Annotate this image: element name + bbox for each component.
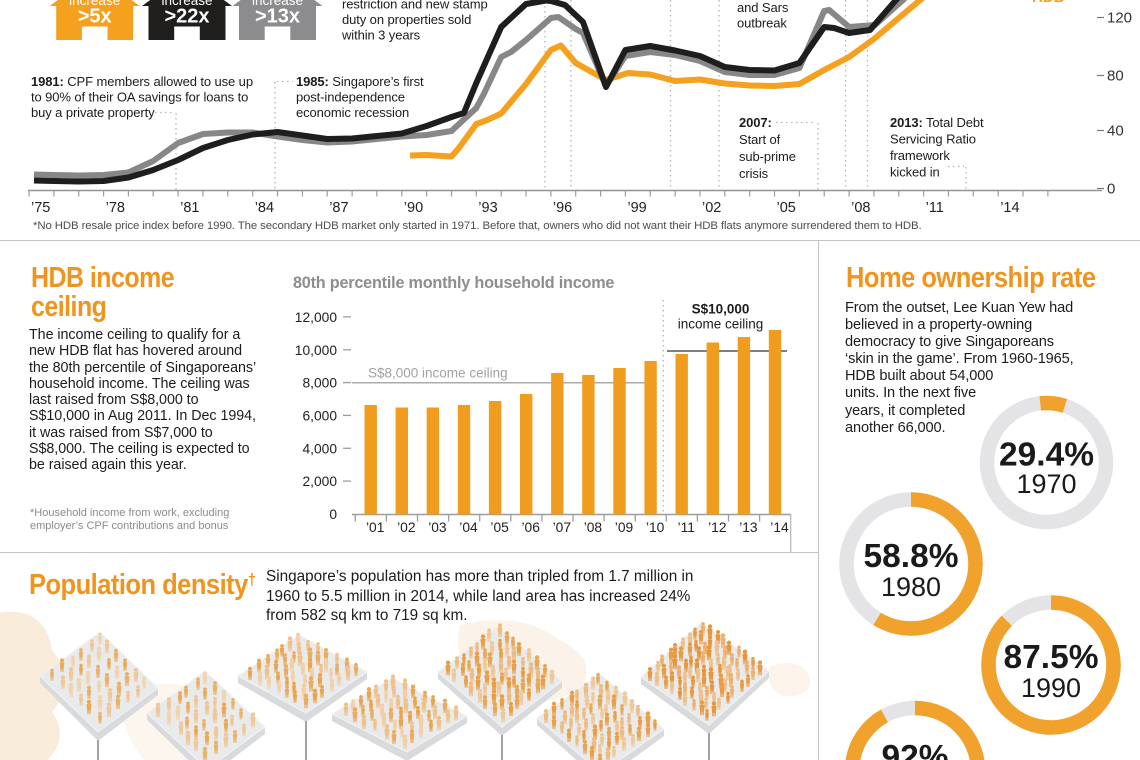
svg-text:’90: ’90 (404, 200, 423, 216)
svg-text:’03: ’03 (428, 520, 447, 535)
svg-text:6,000: 6,000 (302, 408, 337, 423)
svg-text:’87: ’87 (329, 200, 348, 216)
svg-text:29.4%: 29.4% (999, 437, 1094, 474)
svg-text:buy a private property: buy a private property (31, 105, 155, 120)
svg-text:’02: ’02 (702, 200, 721, 216)
svg-text:>22x: >22x (164, 6, 209, 28)
svg-text:’11: ’11 (926, 200, 944, 216)
svg-text:increase: increase (161, 0, 212, 8)
svg-text:’06: ’06 (521, 520, 540, 535)
svg-text:1980: 1980 (881, 572, 941, 602)
svg-text:>5x: >5x (78, 6, 112, 28)
svg-text:restriction and new stamp: restriction and new stamp (342, 0, 488, 12)
svg-text:to 90% of their OA savings for: to 90% of their OA savings for loans to (31, 90, 248, 105)
svg-text:economic recession: economic recession (296, 105, 409, 120)
svg-text:2007:: 2007: (739, 115, 772, 130)
svg-text:’13: ’13 (739, 520, 758, 535)
svg-text:post-independence: post-independence (296, 90, 405, 105)
svg-text:92%: 92% (881, 739, 948, 760)
svg-text:kicked in: kicked in (890, 165, 940, 180)
svg-text:duty on properties sold: duty on properties sold (342, 12, 471, 27)
svg-text:’02: ’02 (397, 520, 415, 535)
svg-text:8,000: 8,000 (302, 376, 337, 391)
svg-text:’05: ’05 (490, 520, 509, 535)
svg-text:’81: ’81 (180, 200, 199, 216)
svg-text:Servicing Ratio: Servicing Ratio (890, 132, 976, 147)
svg-text:’12: ’12 (708, 520, 726, 535)
svg-text:’10: ’10 (646, 520, 665, 535)
svg-text:crisis: crisis (739, 166, 769, 181)
svg-text:40: 40 (1107, 123, 1124, 140)
svg-text:120: 120 (1107, 10, 1132, 27)
svg-text:1981: CPF members allowed to u: 1981: CPF members allowed to use up (31, 74, 253, 89)
svg-text:increase: increase (252, 0, 303, 8)
svg-text:’05: ’05 (777, 200, 796, 216)
svg-text:87.5%: 87.5% (1004, 639, 1099, 676)
svg-text:’78: ’78 (106, 200, 125, 216)
svg-text:’08: ’08 (584, 520, 603, 535)
svg-text:10,000: 10,000 (295, 343, 338, 358)
svg-text:income ceiling: income ceiling (678, 317, 764, 332)
svg-text:’75: ’75 (31, 200, 50, 216)
svg-text:80: 80 (1107, 68, 1124, 85)
svg-text:outbreak: outbreak (737, 16, 787, 31)
svg-text:1990: 1990 (1021, 673, 1081, 703)
svg-text:’84: ’84 (255, 200, 274, 216)
svg-text:58.8%: 58.8% (864, 538, 959, 575)
svg-text:’99: ’99 (627, 200, 646, 216)
svg-text:’01: ’01 (366, 520, 384, 535)
svg-text:’14: ’14 (770, 520, 789, 535)
svg-text:S$8,000 income ceiling: S$8,000 income ceiling (368, 366, 508, 381)
svg-text:>13x: >13x (255, 6, 300, 28)
svg-text:’93: ’93 (478, 200, 497, 216)
svg-text:1985: Singapore’s first: 1985: Singapore’s first (296, 74, 424, 89)
svg-text:12,000: 12,000 (295, 310, 338, 325)
svg-text:’09: ’09 (615, 520, 634, 535)
svg-text:0: 0 (329, 507, 337, 522)
svg-text:’04: ’04 (459, 520, 478, 535)
svg-text:within 3 years: within 3 years (341, 28, 421, 43)
svg-text:framework: framework (890, 148, 950, 163)
svg-text:2,000: 2,000 (302, 474, 337, 489)
svg-text:4,000: 4,000 (302, 441, 337, 456)
svg-text:S$10,000: S$10,000 (692, 302, 750, 317)
svg-text:’08: ’08 (851, 200, 870, 216)
svg-text:0: 0 (1107, 181, 1115, 198)
svg-text:’14: ’14 (1000, 200, 1019, 216)
svg-text:’11: ’11 (678, 520, 695, 535)
svg-text:increase: increase (69, 0, 120, 8)
svg-text:HDB: HDB (1032, 0, 1065, 6)
svg-text:*No HDB resale price index bef: *No HDB resale price index before 1990. … (33, 220, 922, 232)
svg-text:and Sars: and Sars (737, 0, 789, 15)
svg-text:sub-prime: sub-prime (739, 149, 796, 164)
svg-text:’96: ’96 (553, 200, 572, 216)
svg-text:80th percentile monthly househ: 80th percentile monthly household income (293, 274, 614, 292)
svg-text:1970: 1970 (1016, 469, 1076, 499)
svg-text:Start of: Start of (739, 132, 781, 147)
svg-text:’07: ’07 (553, 520, 571, 535)
svg-text:2013: Total Debt: 2013: Total Debt (890, 115, 984, 130)
